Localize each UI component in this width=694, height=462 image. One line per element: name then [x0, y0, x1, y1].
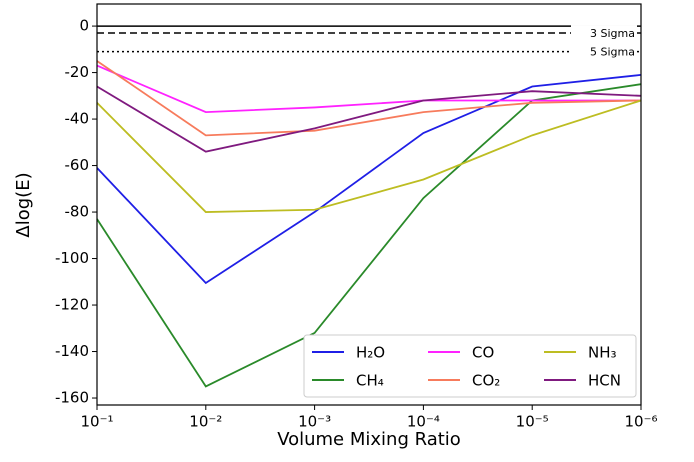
y-tick-label: 0 [79, 17, 89, 35]
y-tick-label: -80 [65, 203, 90, 221]
legend-label: CH₄ [356, 372, 384, 390]
y-axis-label: Δlog(E) [13, 172, 34, 237]
series-line [96, 64, 641, 114]
x-tick-label: 10⁻⁵ [516, 413, 549, 431]
x-tick-label: 10⁻³ [298, 413, 331, 431]
legend-label: H₂O [356, 344, 385, 362]
y-tick-label: -160 [55, 389, 89, 407]
legend-label: CO₂ [472, 372, 500, 390]
y-tick-label: -120 [55, 296, 89, 314]
y-tick-label: -40 [65, 110, 90, 128]
reference-label: 5 Sigma [590, 46, 635, 59]
reference-label: 3 Sigma [590, 27, 635, 40]
y-tick-label: -100 [55, 249, 89, 267]
reference-label-bg [571, 25, 637, 42]
legend-label: CO [472, 344, 494, 362]
x-tick-label: 10⁻⁴ [407, 413, 440, 431]
series-line [96, 74, 642, 285]
y-tick-label: -20 [65, 63, 90, 81]
legend-label: NH₃ [588, 344, 617, 362]
x-tick-label: 10⁻¹ [80, 413, 113, 431]
series-line [96, 85, 642, 153]
x-axis-label: Volume Mixing Ratio [277, 429, 461, 450]
series-line [96, 99, 642, 213]
legend-label: HCN [588, 372, 621, 390]
plot-frame [96, 3, 642, 406]
series-line [96, 83, 642, 388]
legend-box [303, 334, 637, 398]
reference-label-bg [571, 43, 637, 60]
series-line [96, 60, 642, 137]
x-tick-label: 10⁻⁶ [624, 413, 657, 431]
y-tick-label: -60 [65, 156, 90, 174]
y-tick-label: -140 [55, 342, 89, 360]
x-tick-label: 10⁻² [189, 413, 222, 431]
